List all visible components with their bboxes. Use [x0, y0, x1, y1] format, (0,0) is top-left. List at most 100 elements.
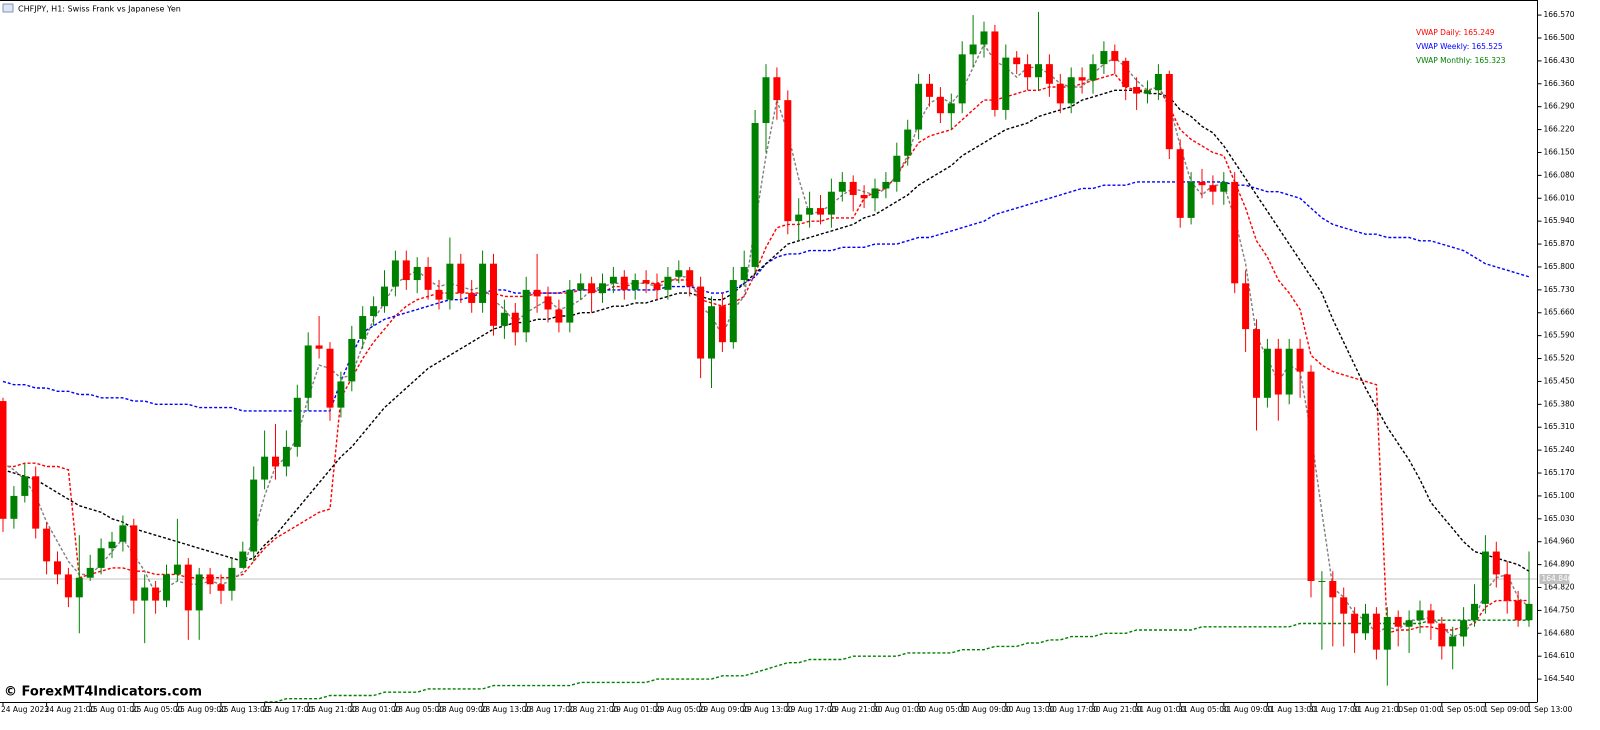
candle-body [631, 280, 639, 290]
candle-body [391, 260, 399, 287]
candle-body [1329, 580, 1337, 598]
candle-body [359, 316, 367, 339]
x-tick-label: 30 Aug 13:00 [1004, 705, 1055, 714]
y-tick-label: 166.430 [1544, 56, 1575, 65]
candle-body [533, 289, 541, 297]
candle-body [740, 266, 748, 281]
candle-body [1307, 371, 1315, 581]
candle-body [1111, 51, 1119, 61]
y-tick-label: 164.960 [1544, 537, 1575, 546]
y-tick-label: 165.940 [1544, 216, 1575, 225]
candle-body [315, 345, 323, 349]
candle-body [1067, 77, 1075, 104]
x-tick-label: 28 Aug 21:00 [568, 705, 619, 714]
y-tick-label: 166.570 [1544, 10, 1575, 19]
candle-body [32, 476, 40, 529]
candle-body [413, 266, 421, 281]
candle-body [64, 574, 72, 598]
y-tick-label: 165.450 [1544, 376, 1575, 385]
candle-body [599, 283, 606, 294]
candle-body [1176, 149, 1184, 218]
candle-body [457, 263, 465, 294]
candle-body [1122, 60, 1130, 88]
x-tick-label: 28 Aug 01:00 [350, 705, 401, 714]
indicator-line [264, 619, 1529, 703]
candle-body [381, 286, 388, 307]
x-tick-label: 24 Aug 2023 [1, 705, 49, 714]
candle-body [1144, 90, 1151, 94]
candle-body [370, 306, 378, 317]
x-tick-label: 29 Aug 01:00 [611, 705, 662, 714]
candle-body [936, 96, 944, 114]
x-tick-label: 29 Aug 13:00 [742, 705, 793, 714]
x-tick-label: 31 Aug 13:00 [1265, 705, 1316, 714]
candle-body [664, 276, 672, 290]
candle-body [991, 31, 999, 110]
candle-body [10, 495, 18, 519]
indicator-layer [2, 43, 1530, 703]
candle-body [1078, 77, 1086, 81]
candle-body [1274, 348, 1282, 395]
indicator-line [3, 73, 1529, 635]
candle-body [195, 574, 203, 611]
candle-body [1089, 64, 1097, 81]
candle-body [250, 479, 258, 552]
candle-body [337, 381, 345, 408]
y-tick-label: 165.030 [1544, 514, 1575, 523]
candle-body [588, 283, 596, 294]
candle-body [1253, 329, 1260, 398]
candle-body [163, 574, 170, 601]
y-tick-label: 166.290 [1544, 102, 1575, 111]
candle-body [969, 44, 977, 55]
candle-body [784, 100, 792, 222]
x-tick-label: 28 Aug 17:00 [524, 705, 575, 714]
candle-body [522, 289, 530, 333]
candle-body [1285, 348, 1293, 395]
x-tick-label: 30 Aug 01:00 [873, 705, 924, 714]
candle-body [926, 83, 933, 97]
x-tick-label: 1 Sep 05:00 [1440, 705, 1486, 714]
y-tick-label: 165.800 [1544, 262, 1575, 271]
indicator-line [2, 89, 1530, 572]
x-tick-label: 25 Aug 17:00 [263, 705, 314, 714]
candle-body [1460, 620, 1468, 637]
candle-body [1383, 616, 1391, 650]
candle-body [435, 289, 443, 300]
candle-body [773, 77, 781, 101]
candle-body [609, 276, 617, 284]
candle-body [130, 525, 138, 601]
y-tick-label: 165.380 [1544, 399, 1575, 408]
candle-body [806, 208, 814, 215]
candle-body [1209, 185, 1217, 192]
y-tick-label: 166.500 [1544, 33, 1575, 42]
x-tick-label: 28 Aug 09:00 [437, 705, 488, 714]
candle-body [1514, 600, 1522, 621]
candle-body [871, 188, 879, 199]
x-tick-label: 31 Aug 21:00 [1353, 705, 1404, 714]
candle-body [1362, 613, 1369, 634]
legend-entry: VWAP Daily: 165.249 [1416, 28, 1495, 37]
candle-body [293, 397, 301, 447]
candle-layer [0, 11, 1533, 686]
candle-body [272, 456, 279, 467]
candle-body [729, 280, 737, 343]
y-tick-label: 166.010 [1544, 193, 1575, 202]
y-tick-label: 165.520 [1544, 354, 1575, 363]
candle-body [1340, 597, 1348, 614]
candle-body [686, 270, 694, 287]
x-tick-label: 30 Aug 09:00 [960, 705, 1011, 714]
x-tick-label: 29 Aug 05:00 [655, 705, 706, 714]
candle-body [119, 525, 127, 542]
candle-body [1024, 64, 1032, 78]
candle-body [1242, 283, 1250, 330]
candle-body [0, 401, 7, 519]
candle-body [1100, 51, 1108, 65]
candle-body [1372, 613, 1380, 650]
x-tick-label: 24 Aug 21:00 [45, 705, 96, 714]
candle-body [1187, 181, 1195, 218]
indicator-line [2, 43, 1530, 638]
candle-body [108, 541, 116, 549]
candle-body [620, 276, 628, 290]
y-tick-label: 164.680 [1544, 628, 1575, 637]
